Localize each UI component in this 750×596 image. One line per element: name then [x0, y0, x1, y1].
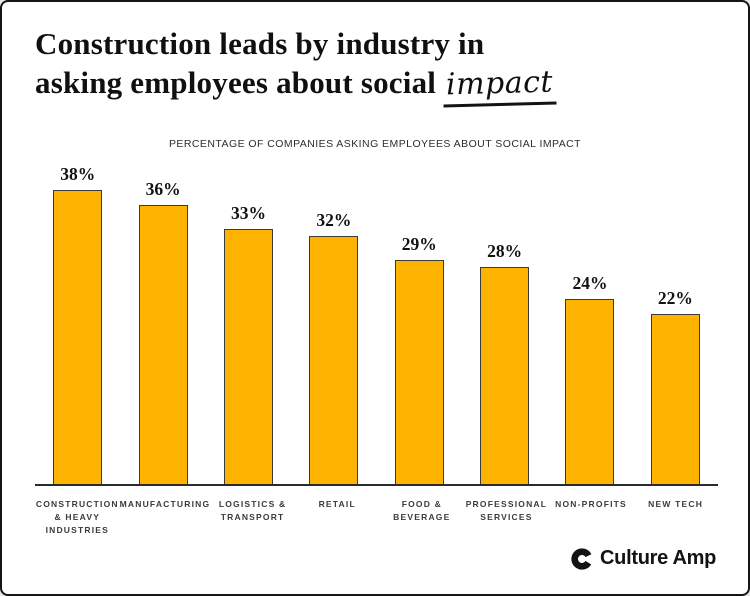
page-title: Construction leads by industry in asking…: [35, 24, 557, 108]
x-axis-label: NON-PROFITS: [555, 499, 627, 509]
x-axis-label: NEW TECH: [648, 499, 704, 509]
x-axis-label: LOGISTICS & TRANSPORT: [218, 499, 287, 522]
title-line-2-text: asking employees about social: [35, 65, 437, 100]
bar-value-label: 29%: [401, 234, 437, 254]
bar-column: 33%: [206, 162, 291, 485]
bar: [480, 267, 530, 485]
bar-column: 36%: [120, 162, 205, 485]
bar-value-label: 28%: [487, 241, 523, 261]
x-axis-label: PROFESSIONAL SERVICES: [465, 499, 548, 522]
bar-column: 28%: [462, 162, 547, 485]
bar: [53, 190, 103, 485]
x-axis-labels: CONSTRUCTION & HEAVY INDUSTRIES MANUFACTURI…: [35, 498, 718, 537]
x-axis-label: MANUFACTURING: [119, 499, 211, 509]
bar: [309, 236, 359, 485]
culture-amp-wordmark: Culture Amp: [600, 547, 716, 569]
bar-value-label: 24%: [572, 273, 608, 293]
bar-column: 32%: [291, 162, 376, 485]
chart-subtitle: PERCENTAGE OF COMPANIES ASKING EMPLOYEES…: [168, 138, 582, 150]
bar-column: 29%: [377, 162, 462, 485]
x-axis-line: [35, 484, 718, 486]
bar: [565, 299, 615, 485]
bar: [223, 229, 273, 485]
bar-chart: 38% 36% 33% 32% 29% 28% 24% 22%: [35, 162, 718, 485]
bar-value-label: 33%: [230, 203, 266, 223]
bar-value-label: 32%: [316, 210, 352, 230]
bar: [138, 205, 188, 485]
title-line-1: Construction leads by industry in: [35, 26, 485, 61]
x-axis-label: RETAIL: [318, 499, 356, 509]
bar: [394, 260, 444, 485]
x-axis-label: FOOD & BEVERAGE: [393, 499, 451, 522]
culture-amp-c-icon: [571, 547, 593, 570]
bar-value-label: 36%: [145, 179, 181, 199]
bar-column: 22%: [633, 162, 718, 485]
bar-value-label: 38%: [60, 164, 96, 184]
bar-column: 38%: [35, 162, 120, 485]
bar-column: 24%: [547, 162, 632, 485]
bar: [650, 314, 700, 485]
bar-value-label: 22%: [657, 288, 693, 308]
culture-amp-logo: Culture Amp: [571, 547, 716, 570]
x-axis-label: CONSTRUCTION & HEAVY INDUSTRIES: [35, 499, 119, 535]
title-line-2: asking employees about social impact: [35, 62, 557, 108]
title-script-word: impact: [442, 62, 557, 108]
